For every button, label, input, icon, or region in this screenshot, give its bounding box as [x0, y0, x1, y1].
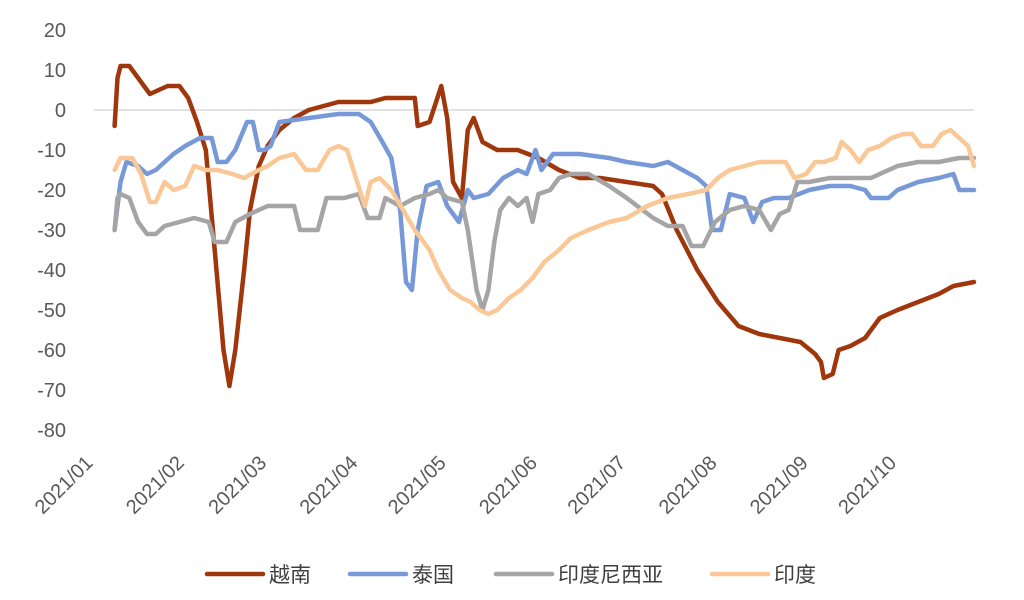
x-tick-label: 2021/01	[31, 452, 98, 519]
legend-label-0: 越南	[269, 563, 311, 587]
x-tick-label: 2021/08	[655, 452, 722, 519]
y-tick-label: -60	[37, 340, 66, 362]
series-line-3	[112, 127, 977, 317]
x-tick-label: 2021/03	[205, 452, 272, 519]
y-tick-label: 10	[44, 60, 66, 82]
y-tick-label: -50	[37, 300, 66, 322]
x-tick-label: 2021/06	[475, 452, 542, 519]
legend-label-3: 印度	[774, 563, 816, 587]
x-axis-tick-labels: 2021/01 2021/02 2021/03 2021/04 2021/05 2021/…	[31, 452, 901, 519]
x-tick-label: 2021/09	[746, 452, 813, 519]
series-lines	[112, 63, 977, 389]
legend-label-2: 印度尼西亚	[558, 563, 663, 587]
x-tick-label: 2021/02	[122, 452, 189, 519]
series-line-2	[112, 155, 977, 313]
y-tick-label: -30	[37, 220, 66, 242]
y-axis-tick-labels: 20 10 0 -10 -20 -30 -40 -50 -60 -70 -80	[37, 20, 66, 442]
chart-legend: 越南 泰国 印度尼西亚 印度	[204, 563, 816, 587]
legend-label-1: 泰国	[412, 563, 454, 587]
y-tick-label: -10	[37, 140, 66, 162]
y-tick-label: -40	[37, 260, 66, 282]
x-tick-label: 2021/07	[564, 452, 631, 519]
y-tick-label: -80	[37, 420, 66, 442]
series-line-0	[112, 63, 977, 389]
y-tick-label: -70	[37, 380, 66, 402]
y-tick-label: -20	[37, 180, 66, 202]
x-tick-label: 2021/05	[384, 452, 451, 519]
y-tick-label: 0	[55, 100, 66, 122]
y-tick-label: 20	[44, 20, 66, 42]
x-tick-label: 2021/04	[296, 452, 363, 519]
x-tick-label: 2021/10	[834, 452, 901, 519]
